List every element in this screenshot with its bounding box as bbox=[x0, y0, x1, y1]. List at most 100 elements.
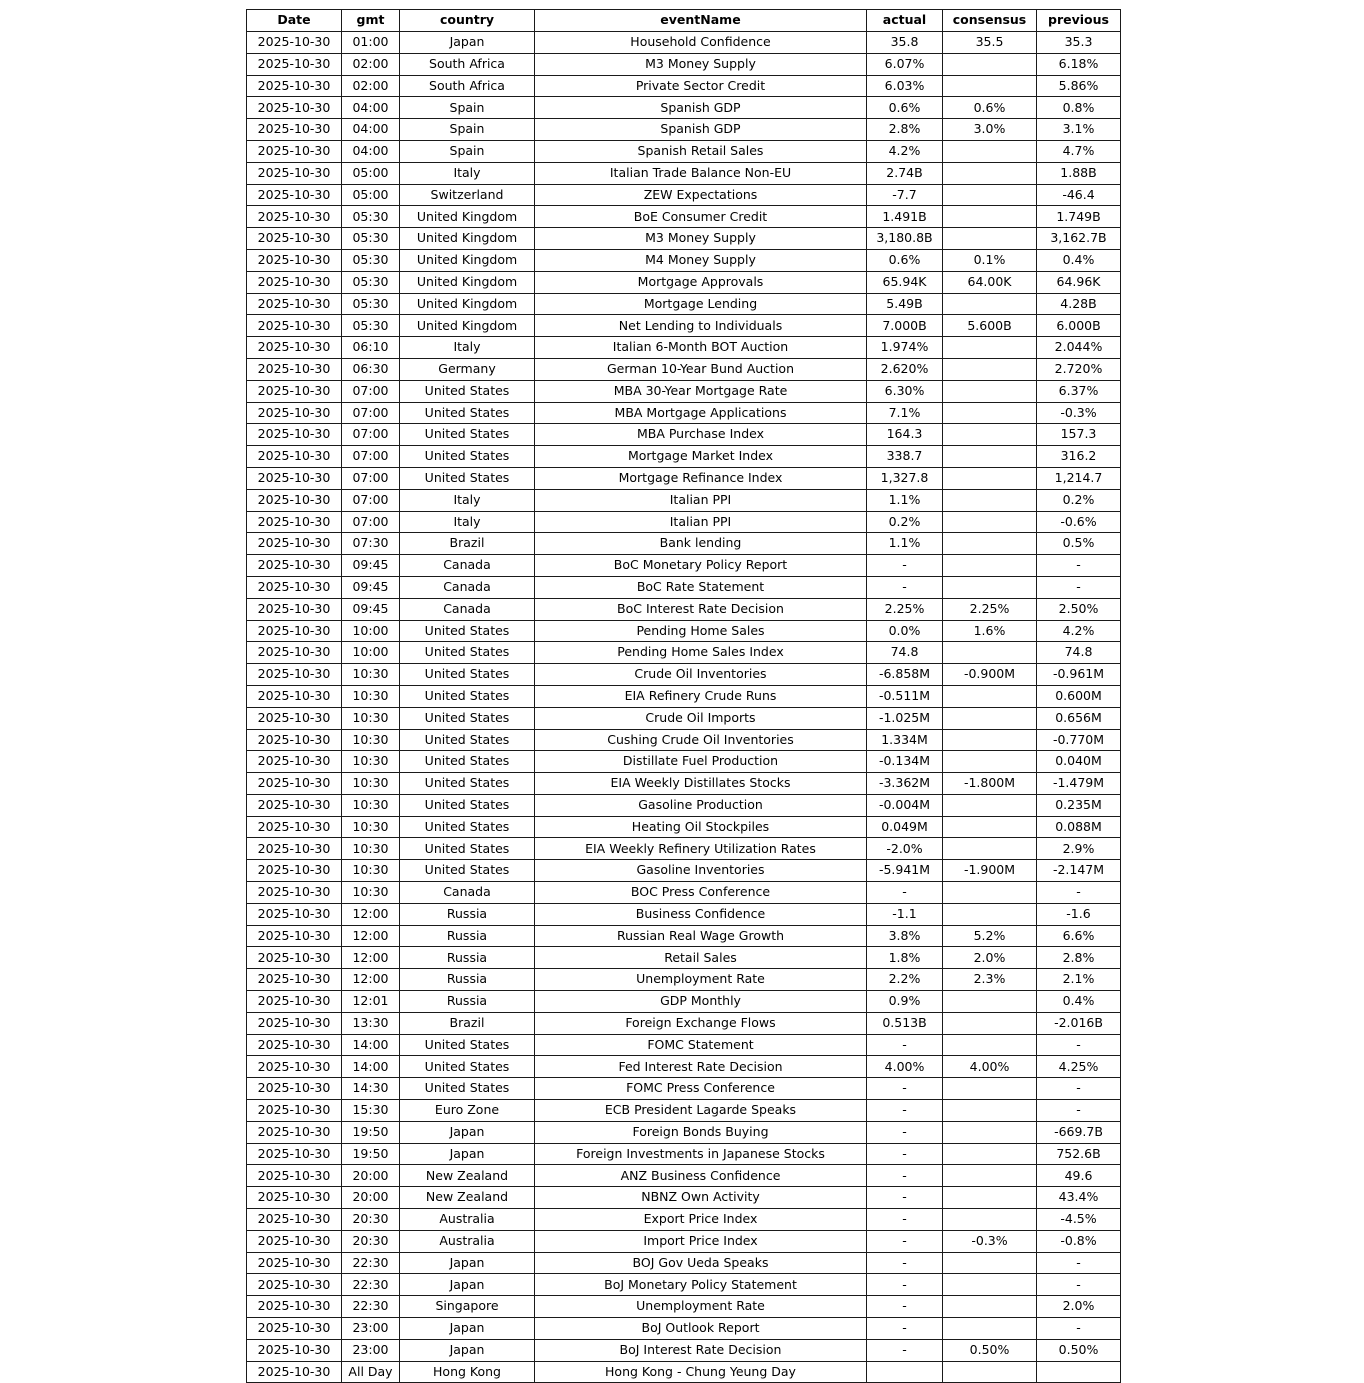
table-row[interactable]: 2025-10-30 14:30 United States FOMC Press C… bbox=[246, 1077, 1121, 1101]
table-row[interactable]: 2025-10-30 07:00 United States MBA Mortgage… bbox=[246, 401, 1121, 425]
table-row[interactable]: 2025-10-30 20:30 Australia Import Price Ind… bbox=[246, 1229, 1121, 1253]
table-row[interactable]: 2025-10-30 04:00 Spain Spanish GDP 0.6% 0.6% 0… bbox=[246, 96, 1121, 120]
table-row[interactable]: 2025-10-30 07:00 United States Mortgage Mar… bbox=[246, 445, 1121, 468]
table-row[interactable]: 2025-10-30 05:30 United Kingdom BoE Consume… bbox=[246, 205, 1121, 229]
table-row[interactable]: 2025-10-30 10:30 United States Crude Oil In… bbox=[246, 663, 1121, 686]
table-row[interactable]: 2025-10-30 10:30 United States Distillate F… bbox=[246, 750, 1121, 774]
table-row[interactable]: 2025-10-30 05:30 United Kingdom Net Lending… bbox=[246, 314, 1121, 338]
table-row[interactable]: 2025-10-30 22:30 Japan BOJ Gov Ueda Speaks -… bbox=[246, 1251, 1121, 1275]
table-row[interactable]: 2025-10-30 10:00 United States Pending Home… bbox=[246, 641, 1121, 665]
table-row[interactable]: 2025-10-30 10:30 United States Crude Oil Im… bbox=[246, 706, 1121, 730]
column-header-eventname[interactable]: eventName bbox=[534, 9, 867, 32]
table-row[interactable]: 2025-10-30 12:00 Russia Unemployment Rate 2.… bbox=[246, 968, 1121, 992]
cell-consensus bbox=[942, 205, 1037, 229]
table-row[interactable]: 2025-10-30 10:30 United States Gasoline Pro… bbox=[246, 793, 1121, 817]
cell-gmt: 04:00 bbox=[341, 96, 400, 120]
table-row[interactable]: 2025-10-30 09:45 Canada BoC Interest Rate D… bbox=[246, 597, 1121, 621]
table-row[interactable]: 2025-10-30 10:30 United States EIA Refinery… bbox=[246, 684, 1121, 708]
cell-previous: 0.4% bbox=[1036, 248, 1121, 272]
table-row[interactable]: 2025-10-30 23:00 Japan BoJ Outlook Report - - bbox=[246, 1317, 1121, 1340]
table-row[interactable]: 2025-10-30 23:00 Japan BoJ Interest Rate De… bbox=[246, 1338, 1121, 1362]
table-row[interactable]: 2025-10-30 12:00 Russia Business Confidence… bbox=[246, 902, 1121, 926]
cell-previous: - bbox=[1036, 1033, 1121, 1057]
table-row[interactable]: 2025-10-30 10:30 United States EIA Weekly R… bbox=[246, 837, 1121, 861]
table-row[interactable]: 2025-10-30 05:30 United Kingdom M3 Money Su… bbox=[246, 227, 1121, 250]
cell-country: United States bbox=[399, 379, 535, 403]
column-header-date[interactable]: Date bbox=[246, 9, 342, 32]
cell-country: Hong Kong bbox=[399, 1360, 535, 1383]
cell-event-name: ZEW Expectations bbox=[534, 183, 867, 207]
table-row[interactable]: 2025-10-30 07:00 Italy Italian PPI 1.1% 0.2% bbox=[246, 488, 1121, 512]
table-row[interactable]: 2025-10-30 07:00 Italy Italian PPI 0.2% -0.6% bbox=[246, 510, 1121, 534]
table-row[interactable]: 2025-10-30 07:00 United States MBA 30-Year … bbox=[246, 379, 1121, 403]
table-row[interactable]: 2025-10-30 All Day Hong Kong Hong Kong - Ch… bbox=[246, 1360, 1121, 1383]
table-row[interactable]: 2025-10-30 09:45 Canada BoC Rate Statement -… bbox=[246, 575, 1121, 599]
cell-actual: - bbox=[866, 1099, 943, 1122]
table-row[interactable]: 2025-10-30 10:30 United States Gasoline Inv… bbox=[246, 859, 1121, 883]
cell-gmt: 02:00 bbox=[341, 74, 400, 98]
table-row[interactable]: 2025-10-30 05:30 United Kingdom M4 Money Su… bbox=[246, 248, 1121, 272]
cell-event-name: Cushing Crude Oil Inventories bbox=[534, 728, 867, 752]
table-row[interactable]: 2025-10-30 06:30 Germany German 10-Year Bun… bbox=[246, 357, 1121, 381]
table-row[interactable]: 2025-10-30 06:10 Italy Italian 6-Month BOT … bbox=[246, 336, 1121, 359]
table-row[interactable]: 2025-10-30 12:00 Russia Retail Sales 1.8% 2.0… bbox=[246, 946, 1121, 970]
table-row[interactable]: 2025-10-30 09:45 Canada BoC Monetary Policy… bbox=[246, 554, 1121, 577]
table-row[interactable]: 2025-10-30 07:00 United States Mortgage Ref… bbox=[246, 466, 1121, 490]
table-row[interactable]: 2025-10-30 15:30 Euro Zone ECB President La… bbox=[246, 1099, 1121, 1122]
table-row[interactable]: 2025-10-30 20:00 New Zealand NBNZ Own Activ… bbox=[246, 1186, 1121, 1210]
table-row[interactable]: 2025-10-30 05:30 United Kingdom Mortgage Ap… bbox=[246, 270, 1121, 294]
table-row[interactable]: 2025-10-30 20:30 Australia Export Price Ind… bbox=[246, 1208, 1121, 1231]
table-row[interactable]: 2025-10-30 19:50 Japan Foreign Investments … bbox=[246, 1142, 1121, 1166]
table-row[interactable]: 2025-10-30 10:00 United States Pending Home… bbox=[246, 619, 1121, 643]
table-row[interactable]: 2025-10-30 10:30 United States Cushing Crud… bbox=[246, 728, 1121, 752]
cell-consensus bbox=[942, 1164, 1037, 1188]
cell-actual: - bbox=[866, 1317, 943, 1340]
cell-gmt: 06:30 bbox=[341, 357, 400, 381]
cell-gmt: 22:30 bbox=[341, 1273, 400, 1297]
cell-previous: 0.8% bbox=[1036, 96, 1121, 120]
table-row[interactable]: 2025-10-30 02:00 South Africa Private Secto… bbox=[246, 74, 1121, 98]
table-row[interactable]: 2025-10-30 22:30 Japan BoJ Monetary Policy … bbox=[246, 1273, 1121, 1297]
table-row[interactable]: 2025-10-30 19:50 Japan Foreign Bonds Buying… bbox=[246, 1120, 1121, 1144]
cell-country: Spain bbox=[399, 118, 535, 141]
column-header-gmt[interactable]: gmt bbox=[341, 9, 400, 32]
cell-gmt: 07:00 bbox=[341, 401, 400, 425]
table-row[interactable]: 2025-10-30 14:00 United States Fed Interest… bbox=[246, 1055, 1121, 1079]
cell-date: 2025-10-30 bbox=[246, 1229, 342, 1253]
cell-consensus bbox=[942, 1099, 1037, 1122]
table-row[interactable]: 2025-10-30 12:01 Russia GDP Monthly 0.9% 0.4% bbox=[246, 990, 1121, 1013]
cell-actual: - bbox=[866, 1033, 943, 1057]
cell-date: 2025-10-30 bbox=[246, 1164, 342, 1188]
cell-actual: 5.49B bbox=[866, 292, 943, 316]
cell-consensus bbox=[942, 336, 1037, 359]
cell-country: Canada bbox=[399, 881, 535, 904]
table-row[interactable]: 2025-10-30 12:00 Russia Russian Real Wage G… bbox=[246, 924, 1121, 948]
table-row[interactable]: 2025-10-30 10:30 United States EIA Weekly D… bbox=[246, 772, 1121, 795]
cell-actual: - bbox=[866, 575, 943, 599]
table-row[interactable]: 2025-10-30 05:30 United Kingdom Mortgage Le… bbox=[246, 292, 1121, 316]
cell-date: 2025-10-30 bbox=[246, 1338, 342, 1362]
table-row[interactable]: 2025-10-30 20:00 New Zealand ANZ Business C… bbox=[246, 1164, 1121, 1188]
cell-previous: 0.50% bbox=[1036, 1338, 1121, 1362]
table-row[interactable]: 2025-10-30 05:00 Switzerland ZEW Expectatio… bbox=[246, 183, 1121, 207]
table-row[interactable]: 2025-10-30 02:00 South Africa M3 Money Supp… bbox=[246, 52, 1121, 76]
table-row[interactable]: 2025-10-30 14:00 United States FOMC Stateme… bbox=[246, 1033, 1121, 1057]
cell-actual: - bbox=[866, 881, 943, 904]
table-row[interactable]: 2025-10-30 01:00 Japan Household Confidence… bbox=[246, 31, 1121, 54]
column-header-consensus[interactable]: consensus bbox=[942, 9, 1037, 32]
cell-previous: 43.4% bbox=[1036, 1186, 1121, 1210]
cell-consensus bbox=[942, 379, 1037, 403]
table-row[interactable]: 2025-10-30 10:30 Canada BOC Press Conferenc… bbox=[246, 881, 1121, 904]
column-header-country[interactable]: country bbox=[399, 9, 535, 32]
table-row[interactable]: 2025-10-30 04:00 Spain Spanish Retail Sales… bbox=[246, 139, 1121, 163]
column-header-actual[interactable]: actual bbox=[866, 9, 943, 32]
table-row[interactable]: 2025-10-30 05:00 Italy Italian Trade Balanc… bbox=[246, 161, 1121, 185]
table-row[interactable]: 2025-10-30 04:00 Spain Spanish GDP 2.8% 3.0% 3… bbox=[246, 118, 1121, 141]
table-row[interactable]: 2025-10-30 13:30 Brazil Foreign Exchange Fl… bbox=[246, 1011, 1121, 1035]
table-row[interactable]: 2025-10-30 10:30 United States Heating Oil … bbox=[246, 815, 1121, 839]
table-row[interactable]: 2025-10-30 22:30 Singapore Unemployment Rat… bbox=[246, 1295, 1121, 1319]
column-header-previous[interactable]: previous bbox=[1036, 9, 1121, 32]
table-row[interactable]: 2025-10-30 07:30 Brazil Bank lending 1.1% 0.5… bbox=[246, 532, 1121, 556]
table-row[interactable]: 2025-10-30 07:00 United States MBA Purchase… bbox=[246, 423, 1121, 447]
cell-consensus bbox=[942, 74, 1037, 98]
